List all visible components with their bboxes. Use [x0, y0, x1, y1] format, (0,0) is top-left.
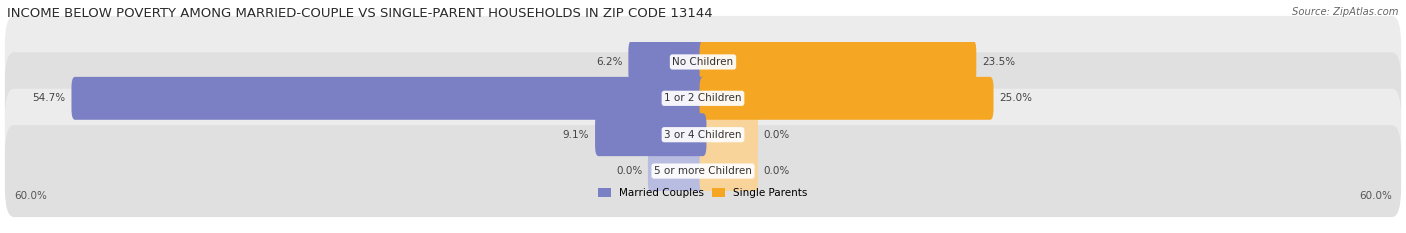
- FancyBboxPatch shape: [648, 77, 706, 120]
- Text: 0.0%: 0.0%: [763, 166, 790, 176]
- FancyBboxPatch shape: [4, 89, 1402, 181]
- Text: 60.0%: 60.0%: [14, 191, 46, 201]
- FancyBboxPatch shape: [700, 41, 758, 83]
- Text: INCOME BELOW POVERTY AMONG MARRIED-COUPLE VS SINGLE-PARENT HOUSEHOLDS IN ZIP COD: INCOME BELOW POVERTY AMONG MARRIED-COUPL…: [7, 7, 713, 20]
- Text: 3 or 4 Children: 3 or 4 Children: [664, 130, 742, 140]
- Text: 60.0%: 60.0%: [1360, 191, 1392, 201]
- Text: Source: ZipAtlas.com: Source: ZipAtlas.com: [1292, 7, 1399, 17]
- FancyBboxPatch shape: [4, 125, 1402, 217]
- Text: No Children: No Children: [672, 57, 734, 67]
- FancyBboxPatch shape: [72, 77, 706, 120]
- Text: 0.0%: 0.0%: [616, 166, 643, 176]
- Text: 6.2%: 6.2%: [596, 57, 623, 67]
- FancyBboxPatch shape: [4, 52, 1402, 144]
- FancyBboxPatch shape: [700, 77, 758, 120]
- Text: 0.0%: 0.0%: [763, 130, 790, 140]
- FancyBboxPatch shape: [648, 150, 706, 192]
- FancyBboxPatch shape: [700, 150, 758, 192]
- Text: 54.7%: 54.7%: [32, 93, 66, 103]
- FancyBboxPatch shape: [700, 113, 758, 156]
- Text: 23.5%: 23.5%: [981, 57, 1015, 67]
- FancyBboxPatch shape: [648, 113, 706, 156]
- FancyBboxPatch shape: [628, 41, 706, 83]
- FancyBboxPatch shape: [700, 41, 976, 83]
- Text: 9.1%: 9.1%: [562, 130, 589, 140]
- Legend: Married Couples, Single Parents: Married Couples, Single Parents: [599, 188, 807, 198]
- Text: 1 or 2 Children: 1 or 2 Children: [664, 93, 742, 103]
- FancyBboxPatch shape: [4, 16, 1402, 108]
- FancyBboxPatch shape: [648, 41, 706, 83]
- Text: 5 or more Children: 5 or more Children: [654, 166, 752, 176]
- FancyBboxPatch shape: [700, 77, 994, 120]
- FancyBboxPatch shape: [595, 113, 706, 156]
- Text: 25.0%: 25.0%: [1000, 93, 1032, 103]
